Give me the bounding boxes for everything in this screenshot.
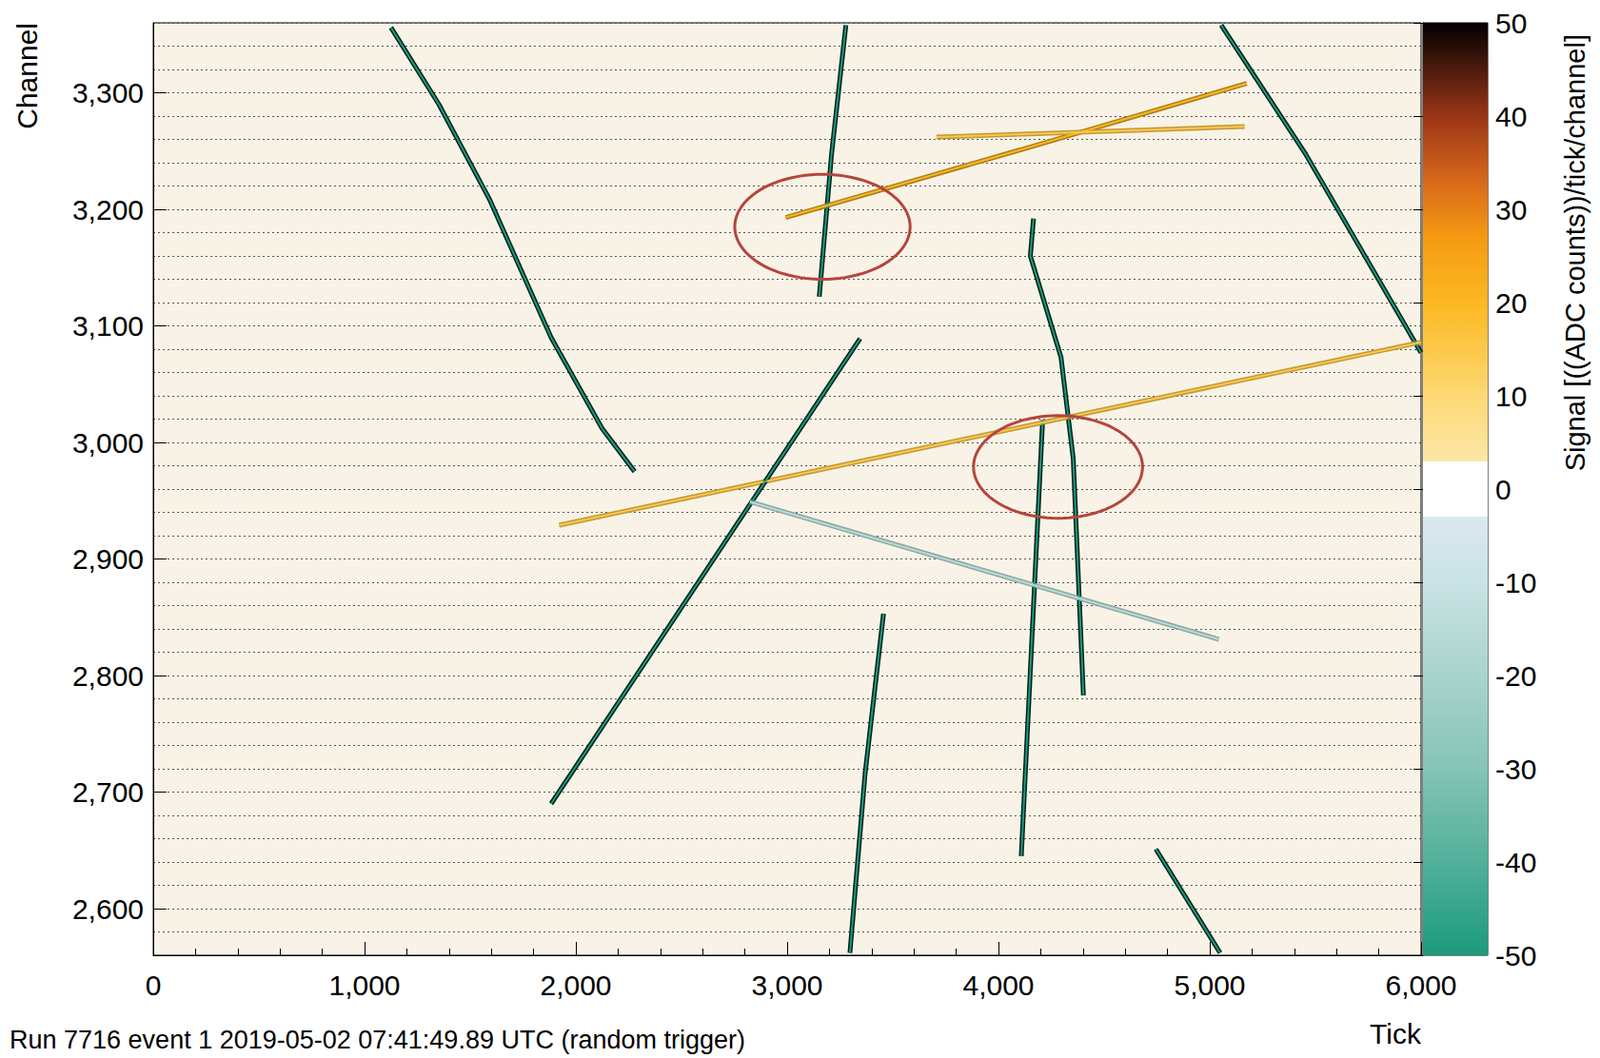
svg-text:40: 40 [1495,100,1527,133]
svg-text:2,900: 2,900 [72,543,144,575]
svg-text:50: 50 [1495,7,1527,40]
svg-text:3,300: 3,300 [72,77,144,109]
svg-text:3,100: 3,100 [72,310,144,342]
svg-text:Channel: Channel [11,22,43,130]
svg-text:3,200: 3,200 [72,194,144,226]
svg-text:2,600: 2,600 [72,893,144,926]
svg-text:6,000: 6,000 [1384,969,1457,1002]
svg-text:Tick: Tick [1369,1018,1423,1050]
svg-text:-50: -50 [1495,940,1537,972]
svg-text:1,000: 1,000 [328,969,400,1002]
svg-text:0: 0 [1495,474,1512,506]
svg-text:0: 0 [145,969,162,1002]
svg-text:2,000: 2,000 [539,969,612,1002]
svg-text:30: 30 [1495,194,1527,226]
svg-text:Run 7716 event 1 2019-05-02 07: Run 7716 event 1 2019-05-02 07:41:49.89 … [9,1026,746,1055]
svg-text:5,000: 5,000 [1173,969,1245,1002]
svg-text:4,000: 4,000 [962,969,1034,1002]
svg-text:-40: -40 [1495,847,1537,879]
svg-text:-10: -10 [1495,567,1537,599]
svg-text:20: 20 [1495,287,1527,319]
svg-text:10: 10 [1495,380,1527,413]
svg-text:Signal [((ADC counts))/tick/ch: Signal [((ADC counts))/tick/channel] [1560,34,1591,472]
svg-text:3,000: 3,000 [750,969,823,1002]
svg-text:2,700: 2,700 [72,776,144,809]
svg-text:2,800: 2,800 [72,660,144,692]
svg-text:-30: -30 [1495,753,1537,786]
svg-text:3,000: 3,000 [72,427,144,459]
svg-text:-20: -20 [1495,660,1537,692]
